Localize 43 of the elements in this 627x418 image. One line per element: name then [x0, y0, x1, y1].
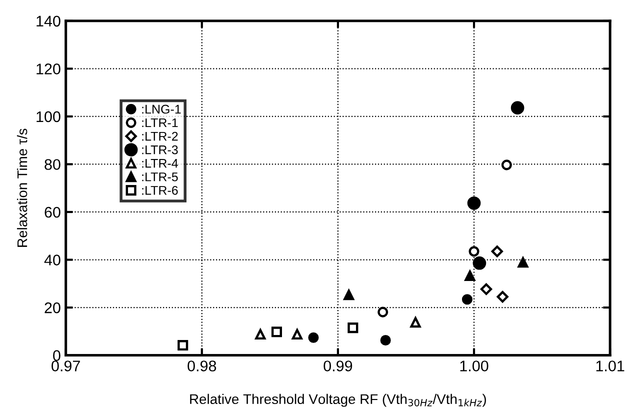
y-tick-label: 40 — [44, 254, 60, 266]
x-axis-title: Relative Threshold Voltage RF (Vth$_{30Hz}$/Vth$_{1kHz}$) — [190, 394, 486, 407]
x-tick-label: 1.01 — [596, 360, 624, 372]
point — [462, 294, 472, 305]
legend-label: :LTR-1 — [142, 118, 178, 128]
x-tick-label: 0.99 — [324, 360, 352, 372]
point — [480, 283, 492, 295]
point — [255, 329, 266, 340]
point — [501, 160, 512, 170]
x-tick-label: 0.97 — [52, 360, 80, 372]
point — [491, 246, 503, 258]
point — [510, 101, 524, 115]
point — [472, 256, 486, 270]
point — [518, 257, 528, 268]
y-tick-label: 80 — [44, 159, 60, 170]
y-tick-label: 140 — [36, 16, 60, 27]
y-tick-label: 0 — [53, 350, 60, 361]
point — [378, 306, 388, 318]
x-tick-label: 1.00 — [460, 360, 488, 372]
point — [380, 334, 391, 346]
y-tick-label: 100 — [36, 111, 60, 122]
point — [348, 322, 358, 334]
legend-label: :LTR-5 — [142, 172, 178, 182]
point — [308, 332, 319, 343]
legend-label: :LTR-2 — [142, 132, 178, 141]
point — [178, 340, 188, 351]
x-tick-label: 0.98 — [188, 360, 216, 372]
point — [496, 290, 508, 303]
point — [468, 246, 480, 257]
point — [292, 329, 302, 340]
point — [344, 290, 354, 300]
y-tick-label: 60 — [44, 206, 60, 218]
point — [467, 196, 481, 210]
y-tick-label: 120 — [36, 64, 60, 74]
point — [464, 270, 476, 282]
y-axis-title: Relaxation Time τ/s — [16, 128, 28, 247]
point — [410, 317, 421, 328]
y-tick-label: 20 — [44, 302, 60, 314]
point — [271, 326, 282, 338]
legend-label: :LTR-4 — [142, 159, 178, 168]
legend-label: :LTR-6 — [142, 186, 178, 195]
legend-label: :LNG-1 — [142, 104, 181, 114]
legend-label: :LTR-3 — [142, 145, 178, 154]
